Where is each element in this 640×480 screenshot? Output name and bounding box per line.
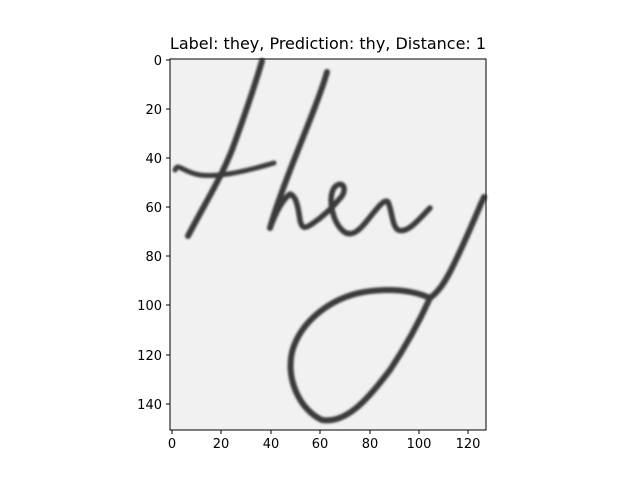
axes-frame: [169, 58, 487, 431]
y-axis: 0 20 40 60 80 100 120 140: [137, 54, 170, 413]
ink-strokes: [172, 58, 487, 424]
image-background: [170, 59, 486, 430]
x-tick-label: 0: [168, 437, 176, 452]
y-tick-label: 40: [145, 152, 162, 167]
x-tick-label: 60: [312, 437, 329, 452]
y-tick-label: 80: [145, 250, 162, 265]
x-axis: 0 20 40 60 80 100 120: [168, 430, 481, 452]
y-tick-label: 60: [145, 201, 162, 216]
x-tick-label: 120: [456, 437, 481, 452]
x-tick-label: 100: [407, 437, 432, 452]
x-tick-label: 40: [263, 437, 280, 452]
handwritten-word-image: [170, 58, 487, 430]
y-tick-label: 140: [137, 398, 162, 413]
y-tick-label: 120: [137, 349, 162, 364]
plot-title: Label: they, Prediction: thy, Distance: …: [170, 34, 486, 53]
x-tick-label: 20: [213, 437, 230, 452]
y-tick-label: 100: [137, 299, 162, 314]
y-tick-label: 20: [145, 103, 162, 118]
y-tick-label: 0: [154, 54, 162, 69]
x-tick-label: 80: [362, 437, 379, 452]
